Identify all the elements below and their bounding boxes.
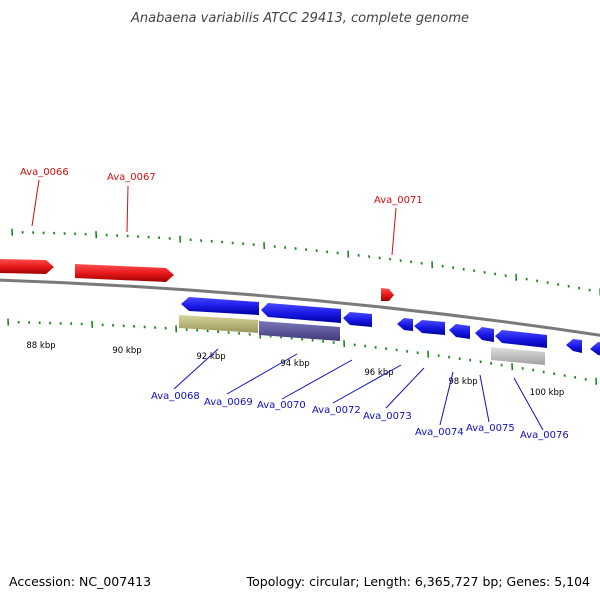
genome-backbone <box>0 278 600 337</box>
kbp-label: 96 kbp <box>364 368 393 378</box>
gene-label-reverse[interactable]: Ava_0075 <box>466 423 515 434</box>
gene-arrow-reverse[interactable] <box>495 330 547 348</box>
gene-arrow-reverse[interactable] <box>590 342 600 356</box>
upper-tick-row <box>11 228 600 296</box>
label-leader <box>439 371 454 426</box>
gene-arrow-reverse[interactable] <box>414 320 445 335</box>
label-leader <box>479 374 490 423</box>
feature-bar-grey[interactable] <box>491 347 545 365</box>
kbp-label: 98 kbp <box>448 377 477 387</box>
gene-arrow-forward[interactable] <box>381 288 394 301</box>
kbp-label: 90 kbp <box>112 346 141 356</box>
forward-genes <box>0 259 394 301</box>
label-leader <box>385 367 425 409</box>
gene-label-reverse[interactable]: Ava_0076 <box>520 430 569 441</box>
gene-arrow-reverse[interactable] <box>181 297 259 315</box>
gene-label-forward[interactable]: Ava_0066 <box>20 167 69 178</box>
label-leader <box>31 179 40 227</box>
gene-arrow-reverse[interactable] <box>397 318 413 331</box>
kbp-label: 100 kbp <box>530 388 565 398</box>
gene-label-reverse[interactable]: Ava_0074 <box>415 427 464 438</box>
gene-label-reverse[interactable]: Ava_0070 <box>257 400 306 411</box>
reverse-genes <box>181 297 600 356</box>
gene-arrow-reverse[interactable] <box>449 324 470 339</box>
feature-bars <box>179 315 545 365</box>
gene-arrow-reverse[interactable] <box>261 303 341 323</box>
label-leader <box>513 377 544 431</box>
label-leader <box>226 353 298 395</box>
gene-arrow-reverse[interactable] <box>475 327 494 342</box>
label-leader <box>126 185 129 233</box>
gene-arrow-forward[interactable] <box>75 264 174 282</box>
map-title: Anabaena variabilis ATCC 29413, complete… <box>130 11 469 26</box>
feature-bar-purple[interactable] <box>259 321 340 341</box>
label-leader <box>173 348 219 390</box>
gene-label-forward[interactable]: Ava_0071 <box>374 195 423 206</box>
kbp-label: 92 kbp <box>196 352 225 362</box>
gene-arrow-reverse[interactable] <box>566 339 582 353</box>
kbp-label: 88 kbp <box>26 341 55 351</box>
gene-label-reverse[interactable]: Ava_0069 <box>204 397 253 408</box>
label-leader <box>391 207 397 256</box>
gene-label-forward[interactable]: Ava_0067 <box>107 172 156 183</box>
genome-summary-text: Topology: circular; Length: 6,365,727 bp… <box>246 574 590 589</box>
gene-arrow-forward[interactable] <box>0 259 54 274</box>
label-leader <box>281 359 353 400</box>
reverse-gene-labels: Ava_0068 Ava_0069 Ava_0070 Ava_0072 Ava_… <box>151 348 569 441</box>
gene-label-reverse[interactable]: Ava_0068 <box>151 391 200 402</box>
forward-gene-labels: Ava_0066 Ava_0067 Ava_0071 <box>20 167 423 256</box>
accession-text: Accession: NC_007413 <box>9 574 151 589</box>
gene-arrow-reverse[interactable] <box>343 312 372 327</box>
kbp-scale: 88 kbp 90 kbp 92 kbp 94 kbp 96 kbp 98 kb… <box>26 341 564 398</box>
gene-label-reverse[interactable]: Ava_0073 <box>363 411 412 422</box>
feature-bar-olive[interactable] <box>179 315 258 333</box>
kbp-label: 94 kbp <box>280 359 309 369</box>
gene-label-reverse[interactable]: Ava_0072 <box>312 405 361 416</box>
label-leader <box>332 364 402 404</box>
